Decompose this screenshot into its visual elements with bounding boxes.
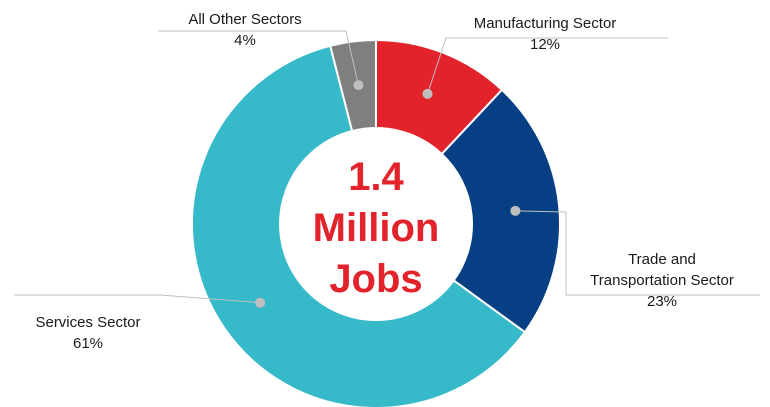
leader-dot-manufacturing-sector: [422, 88, 433, 99]
slice-label-manufacturing-sector-1: Manufacturing Sector: [474, 15, 617, 32]
leader-dot-all-other-sectors: [353, 80, 364, 91]
slice-label-services-sector-1: Services Sector: [35, 314, 140, 331]
value-label-trade-and-transportation-sector: 23%: [647, 293, 677, 310]
leader-dot-trade-and-transportation-sector: [510, 205, 521, 216]
slice-all-other-sectors: [329, 38, 377, 133]
value-label-all-other-sectors: 4%: [234, 32, 256, 49]
slice-label-all-other-sectors-1: All Other Sectors: [188, 11, 301, 28]
value-label-manufacturing-sector: 12%: [530, 36, 560, 53]
center-text-line-1: 1.4: [348, 155, 404, 199]
leader-line-all-other-sectors: [158, 30, 359, 86]
value-label-services-sector: 61%: [73, 335, 103, 352]
slices-group: [191, 38, 561, 407]
slice-label-trade-and-transportation-sector-2: Transportation Sector: [590, 272, 734, 289]
leader-line-services-sector: [14, 294, 261, 304]
leader-lines-group: [14, 30, 760, 308]
center-text-line-3: Jobs: [329, 257, 422, 301]
center-text-group: 1.4 Million Jobs: [313, 155, 440, 301]
slice-label-trade-and-transportation-sector-1: Trade and: [628, 251, 696, 268]
leader-line-manufacturing-sector: [427, 37, 668, 94]
leader-line-trade-and-transportation-sector: [515, 210, 760, 296]
slice-services-sector: [191, 44, 527, 407]
center-text-line-2: Million: [313, 206, 440, 250]
slice-trade-and-transportation-sector: [440, 88, 561, 334]
slice-labels-group: Manufacturing Sector 12% Trade and Transpor…: [35, 11, 733, 352]
leader-dot-services-sector: [255, 297, 266, 308]
